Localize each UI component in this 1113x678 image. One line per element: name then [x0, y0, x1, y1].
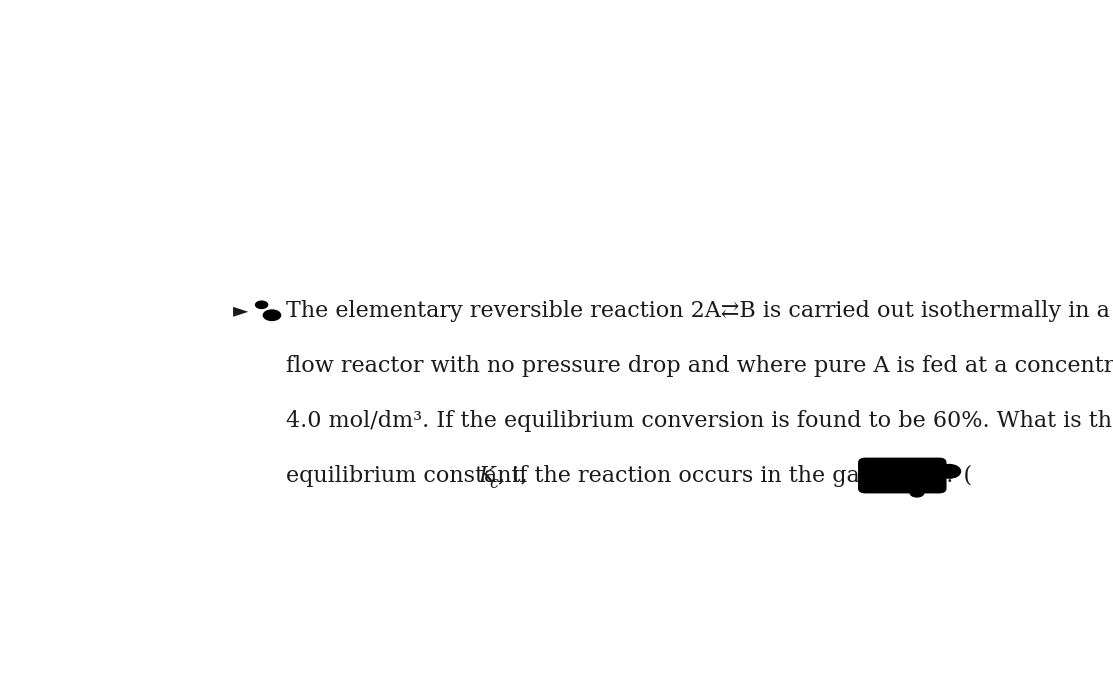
Text: flow reactor with no pressure drop and where pure A is fed at a concentration of: flow reactor with no pressure drop and w… — [286, 355, 1113, 377]
Circle shape — [264, 310, 280, 321]
Circle shape — [256, 301, 267, 308]
Text: , if the reaction occurs in the gas phase? (: , if the reaction occurs in the gas phas… — [499, 464, 973, 487]
Circle shape — [910, 489, 924, 497]
Text: K: K — [479, 464, 495, 487]
Text: c: c — [489, 475, 499, 492]
Text: equilibrium constant,: equilibrium constant, — [286, 464, 534, 487]
FancyBboxPatch shape — [859, 458, 946, 493]
Text: The elementary reversible reaction 2A⇄B is carried out isothermally in a: The elementary reversible reaction 2A⇄B … — [286, 300, 1110, 322]
Text: ►: ► — [234, 302, 248, 321]
Circle shape — [938, 464, 961, 478]
Text: 4.0 mol/dm³. If the equilibrium conversion is found to be 60%. What is the: 4.0 mol/dm³. If the equilibrium conversi… — [286, 410, 1113, 432]
